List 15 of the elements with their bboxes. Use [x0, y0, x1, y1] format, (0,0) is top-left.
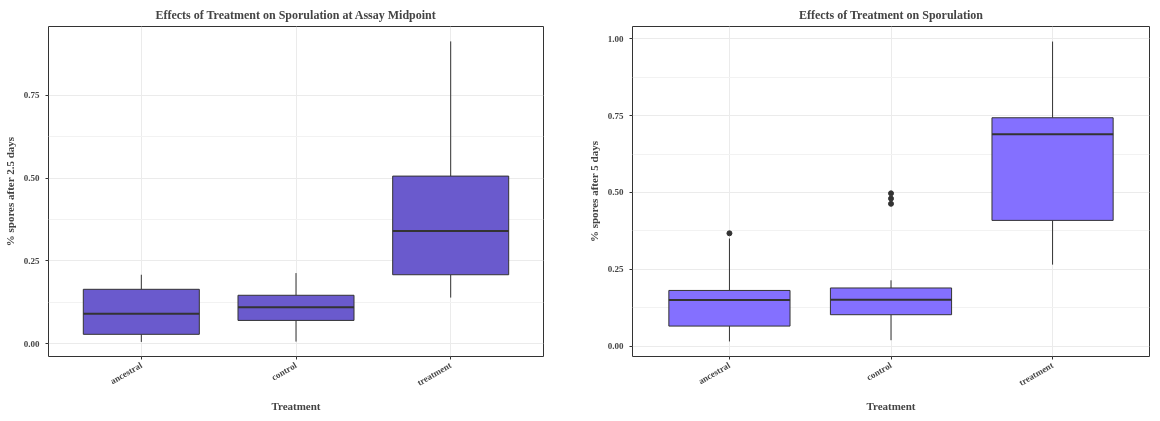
y-tick-label: 0.75 — [23, 90, 40, 101]
y-axis-title: % spores after 5 days — [587, 140, 600, 243]
y-tick-label: 1.00 — [607, 33, 624, 44]
y-tick-label: 0.00 — [23, 338, 40, 349]
y-tick-label: 0.50 — [23, 173, 40, 184]
y-axis-title: % spores after 2.5 days — [3, 136, 16, 247]
x-axis-title: Treatment — [866, 400, 916, 413]
y-tick-label: 0.50 — [607, 187, 624, 198]
chart-title: Effects of Treatment on Sporulation at Assay Midpoint — [155, 7, 436, 22]
chart-title: Effects of Treatment on Sporulation — [798, 7, 984, 22]
x-axis-title: Treatment — [271, 400, 321, 413]
y-tick-label: 0.25 — [607, 264, 624, 275]
y-tick-label: 0.75 — [607, 110, 624, 121]
y-tick-label: 0.00 — [607, 341, 624, 352]
y-tick-label: 0.25 — [23, 255, 40, 266]
